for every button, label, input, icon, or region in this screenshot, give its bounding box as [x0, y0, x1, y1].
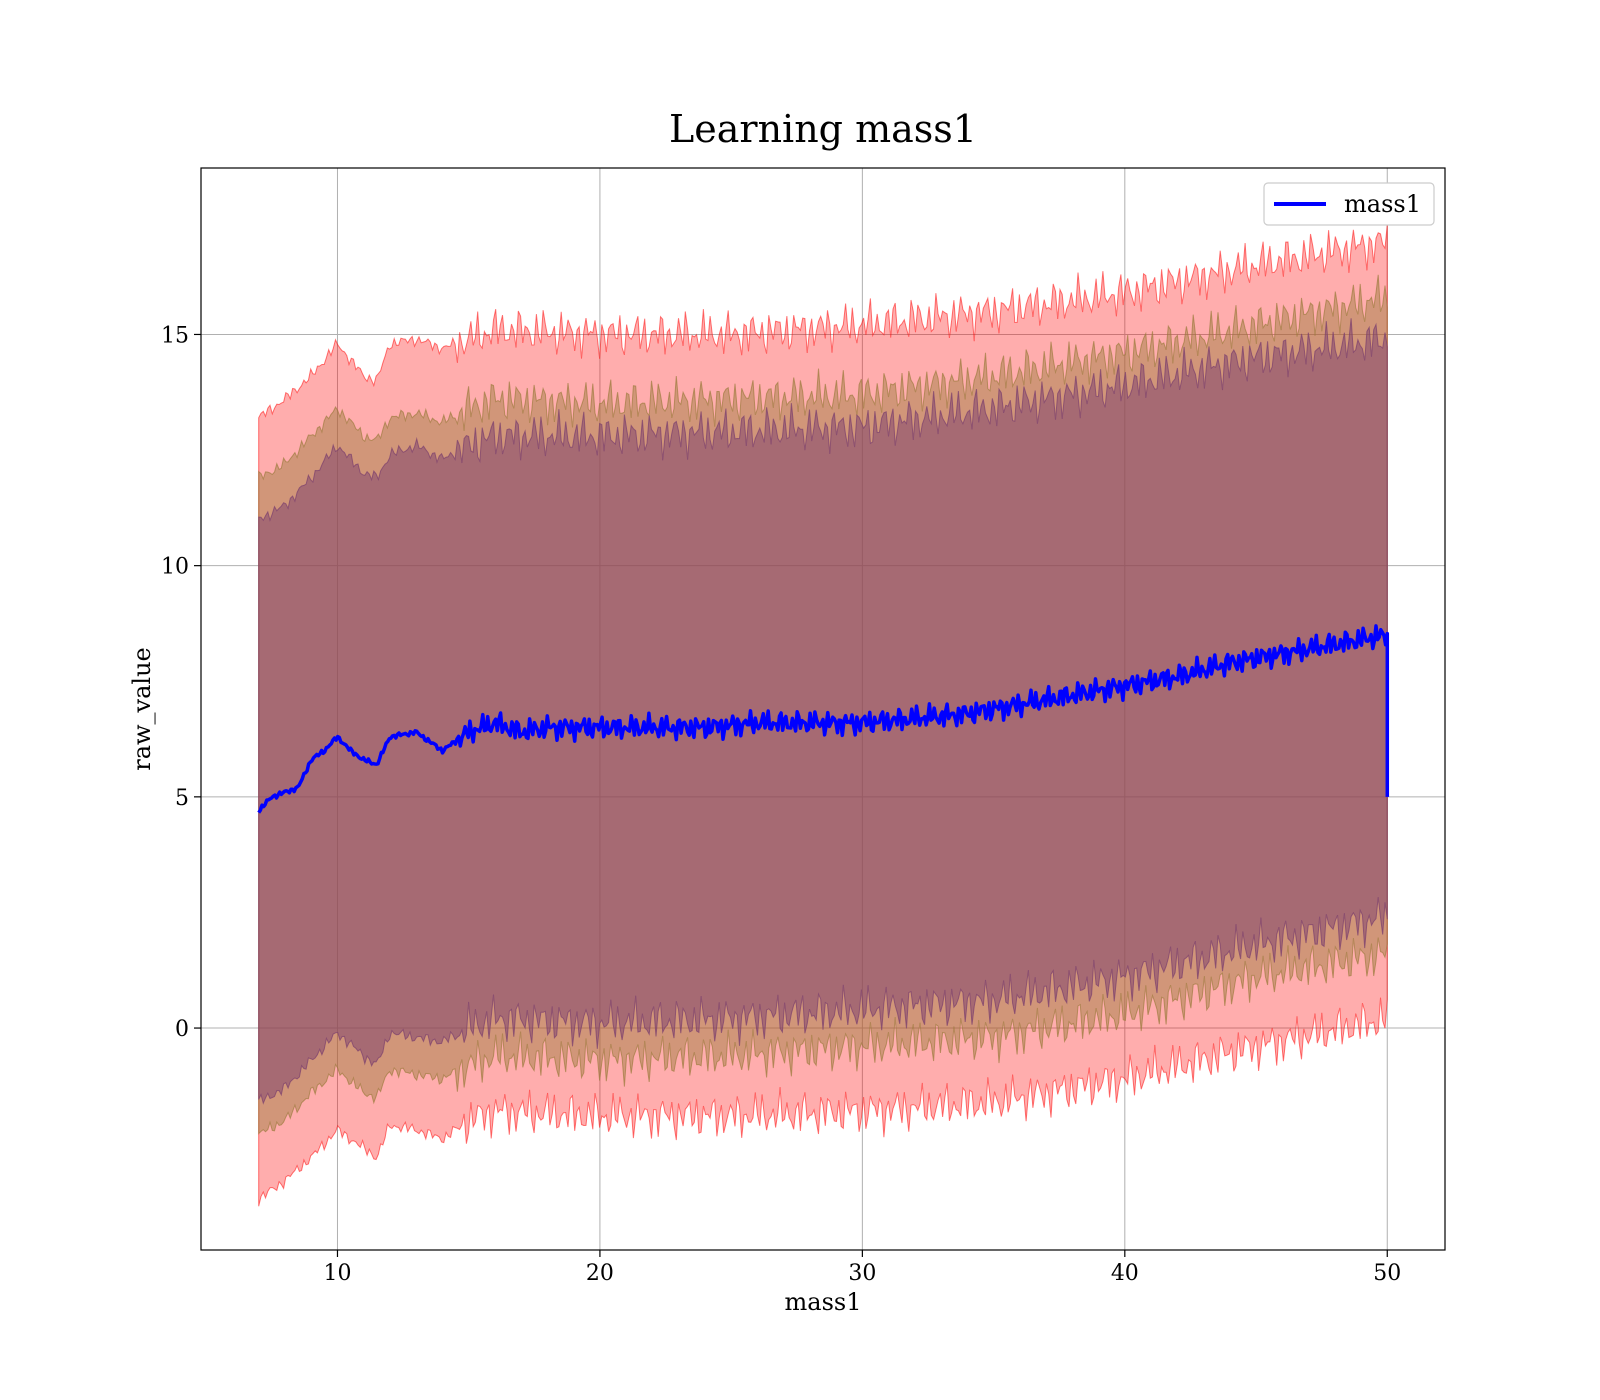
y-tick-label: 5: [175, 786, 189, 811]
x-axis-label: mass1: [785, 1288, 862, 1316]
series-lines: [257, 624, 1390, 814]
x-tick-label: 10: [323, 1261, 351, 1286]
x-tick-label: 20: [586, 1261, 614, 1286]
legend-box: [1263, 182, 1435, 226]
y-tick-label: 15: [161, 323, 189, 348]
legend: mass1: [1263, 182, 1435, 226]
y-axis-label: raw_value: [128, 647, 156, 771]
y-axis-ticks: 0 5 10 15: [161, 323, 201, 1042]
confidence-bands: [258, 224, 1388, 1207]
legend-label-mass1: mass1: [1344, 190, 1421, 218]
x-tick-label: 30: [848, 1261, 876, 1286]
x-tick-label: 40: [1111, 1261, 1139, 1286]
y-tick-label: 10: [161, 555, 189, 580]
plot-frame: [200, 167, 1446, 1251]
y-tick-label: 0: [175, 1017, 189, 1042]
x-tick-label: 50: [1373, 1261, 1401, 1286]
series-line-mass1: [257, 624, 1390, 814]
chart-title: Learning mass1: [669, 107, 977, 151]
x-axis-ticks: 10 20 30 40 50: [323, 1250, 1401, 1286]
confidence-band-2: [258, 318, 1388, 1105]
